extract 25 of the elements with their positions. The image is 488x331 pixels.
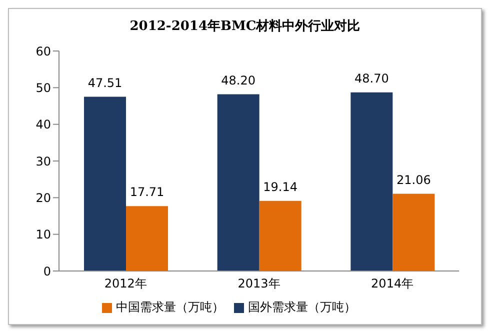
y-tick-label: 60 <box>36 44 51 58</box>
data-label: 47.51 <box>88 76 122 90</box>
data-label: 48.20 <box>221 73 256 88</box>
y-tick-label: 30 <box>36 154 51 168</box>
bar <box>259 200 302 271</box>
y-tick-label: 20 <box>36 190 51 205</box>
x-tick-label: 2014年 <box>371 276 414 291</box>
chart-title: 2012-2014年BMC材料中外行业对比 <box>128 18 362 35</box>
y-tick-label: 40 <box>36 118 51 132</box>
y-tick-label: 50 <box>36 80 51 95</box>
data-label: 19.14 <box>263 180 298 194</box>
data-label: 21.06 <box>396 172 431 187</box>
bar <box>217 94 260 271</box>
legend-label: 国外需求量（万吨） <box>248 300 356 314</box>
y-tick-label: 0 <box>43 264 51 278</box>
legend-label: 中国需求量（万吨） <box>116 300 224 314</box>
y-tick-label: 10 <box>36 228 51 242</box>
bar <box>350 92 393 271</box>
data-label: 48.70 <box>354 71 389 86</box>
x-tick-label: 2012年 <box>104 276 147 291</box>
data-label: 17.71 <box>130 185 164 200</box>
bar <box>392 194 435 271</box>
bar <box>84 96 126 271</box>
x-tick-label: 2013年 <box>238 276 280 291</box>
bar <box>126 206 168 271</box>
